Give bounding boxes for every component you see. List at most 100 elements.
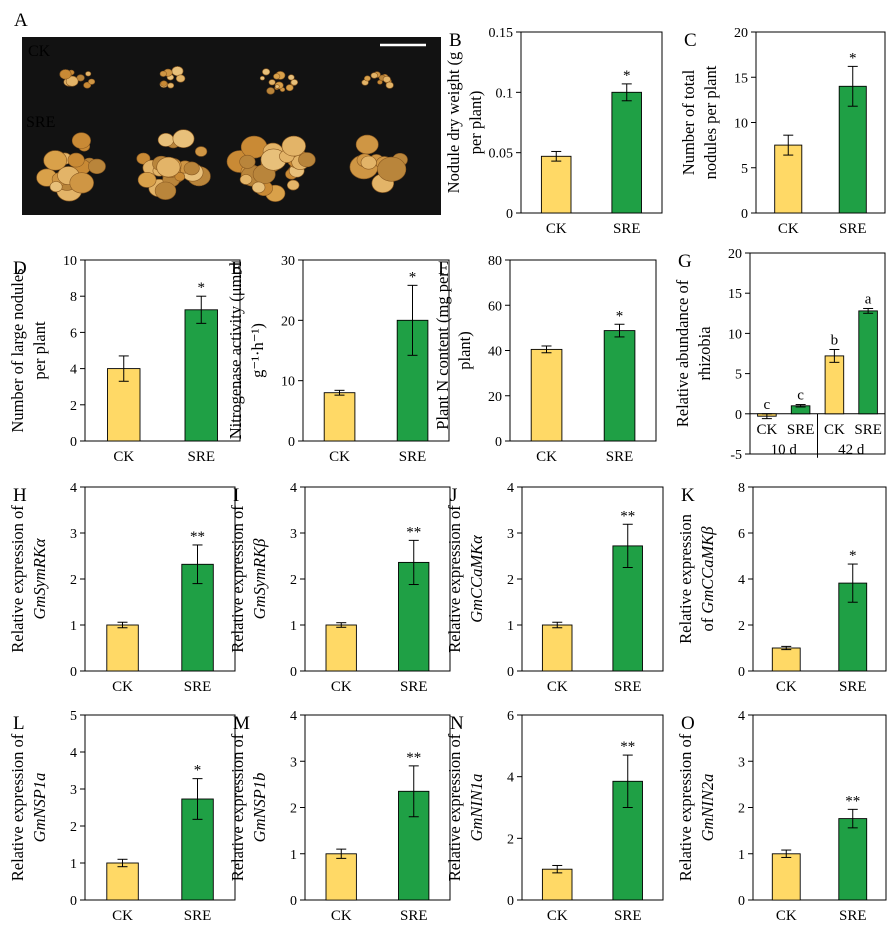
nodule (382, 75, 391, 83)
nodule (377, 156, 407, 182)
panel-letter-n: N (450, 713, 464, 734)
x-category-label: CK (778, 221, 799, 237)
bar-ck (106, 624, 139, 672)
y-tick-label: 4 (70, 746, 77, 761)
y-tick-label: 0 (70, 665, 77, 680)
nodule (67, 152, 85, 168)
nodule (69, 172, 94, 194)
y-tick-label: 1 (290, 619, 297, 634)
y-tick-label: 3 (738, 755, 745, 770)
y-axis-label-line-1: Number of total (679, 69, 698, 175)
y-axis-label-line-2: plant) (455, 331, 474, 370)
nodule (281, 135, 306, 157)
chart-panel-c: 0 5 10 15 20 C Number of total nodules per plan… (679, 26, 886, 237)
x-category-label: CK (112, 679, 133, 695)
nodule (59, 69, 72, 80)
significance-label: ** (406, 524, 421, 540)
y-tick-label: 1 (738, 848, 745, 863)
y-tick-label: 60 (488, 299, 502, 314)
bar-ck (771, 853, 801, 901)
y-tick-label: 10 (63, 254, 77, 269)
nodule (85, 71, 92, 77)
y-tick-label: 0 (70, 435, 77, 450)
y-tick-label: 20 (728, 247, 742, 262)
nodule (195, 146, 208, 157)
y-tick-label: 15 (728, 287, 742, 302)
y-tick-label: 0.15 (489, 26, 514, 41)
y-tick-label: 0.1 (496, 86, 514, 101)
significance-label: * (849, 548, 857, 564)
x-category-label: CK (331, 679, 352, 695)
y-tick-label: 2 (507, 832, 514, 847)
x-category-label: CK (547, 679, 568, 695)
significance-label: * (616, 308, 624, 324)
nodule (156, 156, 181, 178)
y-axis-label-line-1: Nitrogenase activity (μmol (226, 261, 245, 439)
panel-letter-k: K (681, 485, 695, 506)
photo-label-sre: SRE (26, 114, 55, 131)
significance-label: ** (406, 750, 421, 766)
y-axis-label-line-2: per plant) (466, 91, 485, 155)
significance-label: * (623, 68, 631, 84)
nodule (65, 75, 79, 87)
significance-label: b (831, 332, 839, 348)
x-category-label: SRE (614, 908, 642, 924)
y-axis-label-line-1: Relative expression of (228, 505, 247, 653)
panel-letter-i: I (233, 485, 239, 506)
bar-ck (771, 647, 801, 672)
y-axis-label-line-2: rhizobia (695, 326, 714, 381)
y-axis-label-line-2: GmSymRKα (30, 538, 49, 619)
x-category-label: CK (113, 449, 134, 465)
nodule (88, 78, 96, 85)
panel-letter-j: J (450, 485, 457, 506)
panel-letter-g: G (678, 251, 692, 272)
y-tick-label: 5 (70, 709, 77, 724)
x-category-label: CK (824, 422, 845, 438)
bar-ck (540, 155, 572, 214)
y-tick-label: 15 (734, 71, 748, 86)
y-axis-label-line-1: Relative expression of (8, 733, 27, 881)
y-axis-label-line-2: g⁻¹·h⁻¹) (248, 323, 267, 378)
bar-ck (774, 144, 803, 214)
y-tick-label: 1 (70, 619, 77, 634)
nodule (172, 129, 195, 148)
bar-ck (530, 348, 563, 442)
chart-panel-g: -5 0 5 10 15 20 G Relative abundance of rhizobia… (673, 247, 886, 463)
nodule (183, 161, 200, 176)
nodule (159, 70, 167, 77)
y-tick-label: 80 (488, 254, 502, 269)
x-category-label: SRE (606, 449, 634, 465)
y-axis-label-line-1: Relative expression of (676, 733, 695, 881)
x-category-label: SRE (839, 221, 867, 237)
nodule (239, 174, 253, 185)
significance-label: * (849, 50, 857, 66)
x-category-label: CK (776, 908, 797, 924)
x-category-label: SRE (839, 679, 867, 695)
panel-letter-l: L (13, 713, 25, 734)
y-tick-label: 3 (507, 527, 514, 542)
y-tick-label: 20 (734, 26, 748, 41)
y-tick-label: 0 (741, 207, 748, 222)
x-category-label: SRE (187, 449, 215, 465)
photo-label-ck: CK (28, 43, 51, 60)
y-axis-label-line-1: Plant N content (mg per (433, 271, 452, 430)
nodule (363, 75, 371, 82)
nodule (287, 74, 295, 81)
nodule (157, 132, 174, 147)
plot-frame (84, 714, 236, 901)
y-axis-label-line-1: Relative expression of (445, 733, 464, 881)
x-category-label: SRE (184, 679, 212, 695)
y-tick-label: 2 (70, 399, 77, 414)
panel-letter-f: F (438, 258, 449, 279)
y-tick-label: 3 (290, 755, 297, 770)
y-axis-label-line-1: Nodule dry weight (g (444, 52, 463, 194)
bar-sre (612, 545, 643, 672)
panel-letter-d: D (13, 258, 27, 279)
bar-sre (858, 310, 878, 415)
y-tick-label: 2 (70, 820, 77, 835)
